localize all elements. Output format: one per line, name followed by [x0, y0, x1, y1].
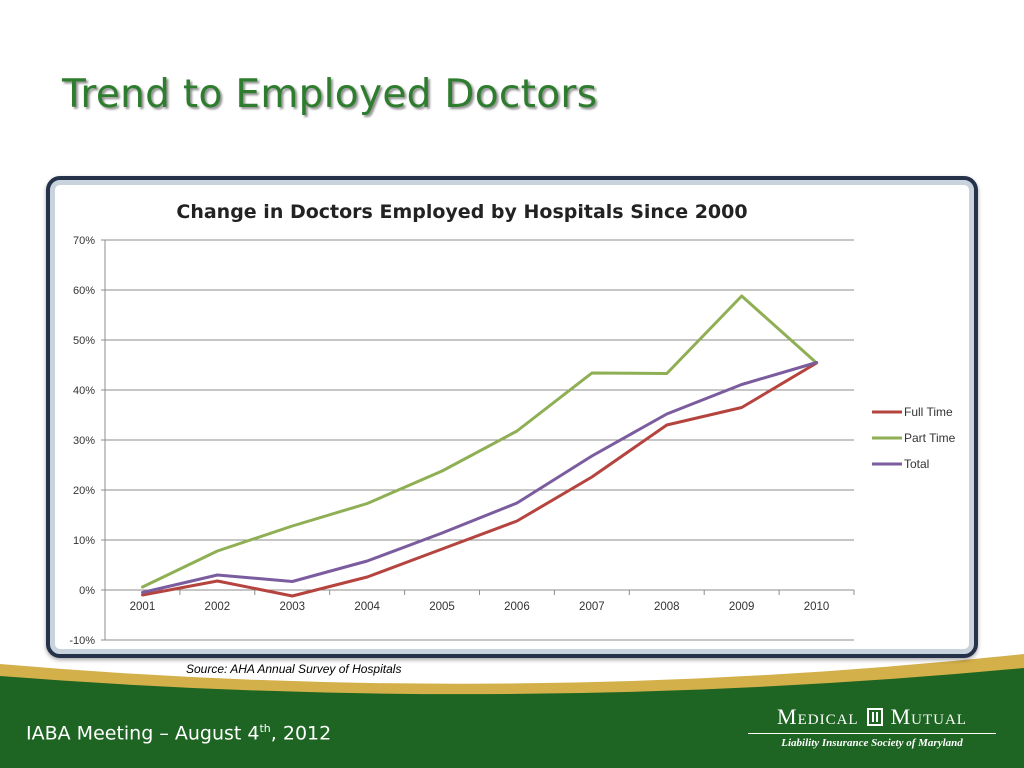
- line-chart: Change in Doctors Employed by Hospitals …: [69, 201, 956, 647]
- series-lines: [141, 294, 819, 598]
- y-tick-label: -10%: [69, 635, 95, 647]
- x-tick-label: 2008: [654, 601, 680, 613]
- y-tick-label: 60%: [73, 285, 95, 297]
- series-line-part-time: [141, 294, 819, 589]
- logo-tagline: Liability Insurance Society of Maryland: [781, 737, 963, 749]
- logo-rule: [748, 733, 996, 734]
- y-tick-label: 40%: [73, 385, 95, 397]
- x-tick-label: 2006: [504, 601, 530, 613]
- meeting-year: , 2012: [270, 722, 332, 745]
- series-line-full-time: [141, 361, 819, 598]
- legend-label: Full Time: [904, 405, 953, 419]
- meeting-prefix: IABA Meeting – August 4: [26, 722, 260, 745]
- slide-title: Trend to Employed Doctors: [62, 72, 598, 117]
- y-tick-label: 10%: [73, 535, 95, 547]
- x-tick-label: 2010: [804, 601, 830, 613]
- x-tick-label: 2004: [354, 601, 380, 613]
- y-tick-label: 20%: [73, 485, 95, 497]
- x-tick-label: 2002: [205, 601, 231, 613]
- series-line-total: [141, 361, 819, 594]
- chart-frame: Change in Doctors Employed by Hospitals …: [46, 176, 978, 658]
- x-tick-label: 2001: [130, 601, 156, 613]
- footer-green-field: [0, 668, 1024, 768]
- logo-mark-icon: [866, 708, 883, 726]
- y-tick-label: 30%: [73, 435, 95, 447]
- legend-label: Part Time: [904, 431, 956, 445]
- y-tick-label: 70%: [73, 235, 95, 247]
- x-axis-ticks: 2001 2002 2003 2004 2005 2006 2007 2008 2009 2010: [104, 590, 855, 613]
- x-tick-label: 2005: [429, 601, 455, 613]
- logo-name-left: Medical: [777, 704, 859, 729]
- meeting-info: IABA Meeting – August 4th, 2012: [26, 722, 331, 744]
- logo-name-right: Mutual: [890, 704, 967, 729]
- x-tick-label: 2007: [579, 601, 605, 613]
- y-tick-label: 0%: [79, 585, 95, 597]
- legend-label: Total: [904, 457, 929, 471]
- meeting-date-suffix: th: [259, 722, 271, 735]
- x-tick-label: 2003: [279, 601, 305, 613]
- x-tick-label: 2009: [729, 601, 755, 613]
- y-tick-label: 50%: [73, 335, 95, 347]
- logo-name: Medical Mutual: [746, 704, 998, 730]
- company-logo: Medical Mutual Liability Insurance Socie…: [746, 704, 998, 756]
- chart-title: Change in Doctors Employed by Hospitals …: [176, 201, 747, 223]
- y-axis-ticks: -10% 0% 10% 20% 30% 40% 50% 60% 70%: [69, 235, 106, 647]
- source-note: Source: AHA Annual Survey of Hospitals: [186, 662, 402, 676]
- legend: Full Time Part Time Total: [872, 405, 956, 471]
